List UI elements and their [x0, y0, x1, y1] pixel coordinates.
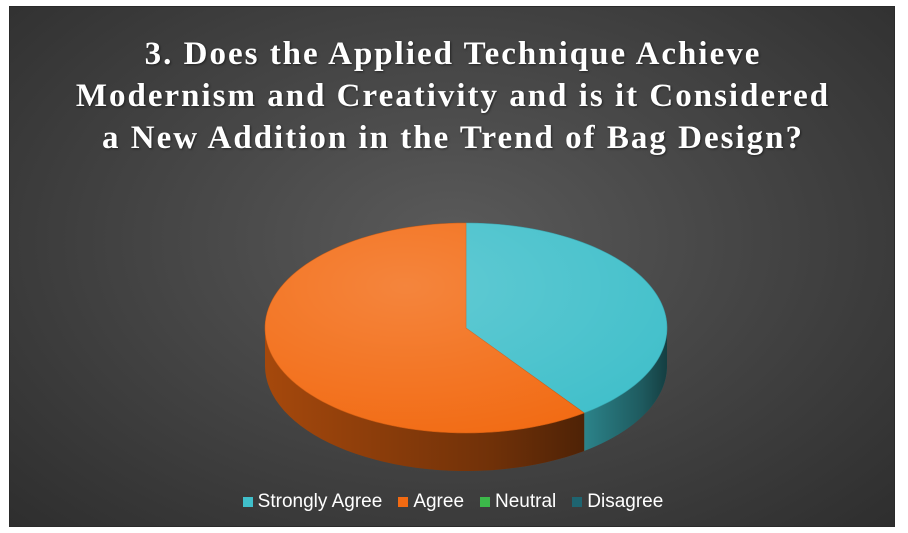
- pie-chart: [264, 222, 668, 471]
- chart-area: 3. Does the Applied Technique Achieve Mo…: [9, 6, 895, 527]
- chart-legend: Strongly Agree Agree Neutral Disagree: [10, 491, 896, 513]
- legend-label: Agree: [413, 491, 465, 512]
- pie-side-shade-agree: [265, 328, 585, 471]
- legend-swatch-neutral: [480, 497, 491, 507]
- legend-swatch-strongly-agree: [242, 497, 253, 507]
- legend-swatch-disagree: [572, 497, 583, 507]
- pie-side-shade-strongly-agree: [584, 328, 667, 451]
- legend-item-strongly-agree: Strongly Agree: [242, 491, 383, 513]
- legend-label: Neutral: [495, 491, 557, 512]
- legend-label: Strongly Agree: [257, 491, 383, 512]
- pie-top-shine: [265, 223, 667, 433]
- legend-label: Disagree: [587, 491, 664, 512]
- legend-item-disagree: Disagree: [572, 491, 663, 513]
- legend-item-neutral: Neutral: [480, 491, 556, 513]
- chart-title: 3. Does the Applied Technique Achieve Mo…: [75, 36, 831, 156]
- legend-item-agree: Agree: [398, 491, 464, 513]
- legend-swatch-agree: [398, 497, 409, 507]
- pie-tops: [264, 222, 668, 434]
- pie-sides: [265, 328, 667, 471]
